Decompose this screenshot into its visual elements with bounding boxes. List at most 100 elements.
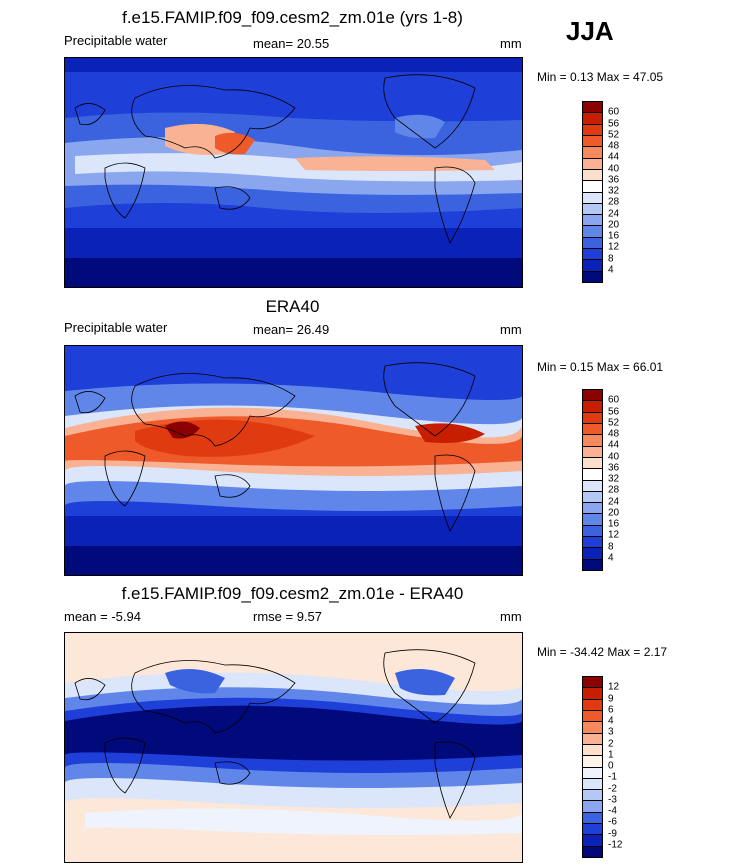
colorbar-tick-label: 52 [608, 417, 620, 429]
colorbar-tick-label: 56 [608, 406, 620, 417]
panel-2-map [64, 345, 523, 576]
panel-1-mean-label: mean= 20.55 [253, 36, 330, 51]
colorbar-tick-label: 6 [608, 704, 614, 716]
panel-2-field [65, 346, 522, 575]
colorbar-swatch [583, 124, 602, 136]
colorbar-tick-label: 36 [608, 462, 620, 474]
colorbar-swatch [583, 525, 602, 538]
colorbar-swatch [583, 733, 602, 745]
colorbar-swatch [583, 158, 602, 170]
colorbar-swatch [583, 514, 602, 526]
colorbar-tick-label: 56 [608, 118, 620, 129]
colorbar-swatch [583, 260, 602, 272]
colorbar-tick-label: 36 [608, 174, 620, 186]
panel-2-variable-label: Precipitable water [64, 320, 168, 335]
colorbar-swatch [583, 846, 602, 857]
colorbar-tick-label: 16 [608, 230, 620, 242]
colorbar-swatch [583, 237, 602, 250]
panel-3-title: f.e15.FAMIP.f09_f09.cesm2_zm.01e - ERA40 [121, 584, 464, 603]
colorbar-swatch [583, 677, 602, 689]
panel-2-units: mm [500, 322, 522, 337]
panel-3-colorbar [582, 676, 603, 858]
panel-1-minmax: Min = 0.13 Max = 47.05 [537, 70, 664, 84]
colorbar-swatch [583, 801, 602, 813]
colorbar-swatch [583, 744, 602, 757]
colorbar-swatch [583, 548, 602, 560]
panel-2-minmax: Min = 0.15 Max = 66.01 [537, 360, 664, 374]
panel-2-colorbar [582, 389, 603, 571]
panel-1-units: mm [500, 36, 522, 51]
colorbar-swatch [583, 503, 602, 515]
colorbar-swatch [583, 192, 602, 204]
colorbar-swatch [583, 491, 602, 504]
panel-3-units: mm [500, 609, 522, 624]
colorbar-tick-label: 52 [608, 129, 620, 141]
panel-3-map [64, 632, 523, 863]
panel-3-minmax: Min = -34.42 Max = 2.17 [537, 645, 668, 659]
colorbar-tick-label: 28 [608, 196, 620, 208]
colorbar-tick-label: -3 [608, 794, 617, 806]
colorbar-swatch [583, 113, 602, 125]
panel-1-field [65, 58, 522, 287]
colorbar-swatch [583, 271, 602, 282]
panel-1-map [64, 57, 523, 288]
colorbar-swatch [583, 147, 602, 159]
colorbar-tick-label: -6 [608, 816, 617, 828]
colorbar-swatch [583, 812, 602, 825]
colorbar-tick-label: 4 [608, 552, 614, 564]
colorbar-tick-label: 12 [608, 681, 620, 693]
panel-1-variable-label: Precipitable water [64, 33, 168, 48]
colorbar-swatch [583, 249, 602, 261]
colorbar-swatch [583, 102, 602, 114]
colorbar-tick-label: 0 [608, 760, 614, 772]
colorbar-tick-label: 20 [608, 507, 620, 519]
colorbar-swatch [583, 423, 602, 436]
colorbar-swatch [583, 401, 602, 413]
colorbar-swatch [583, 537, 602, 549]
colorbar-swatch [583, 699, 602, 711]
colorbar-tick-label: 16 [608, 518, 620, 530]
colorbar-swatch [583, 226, 602, 238]
colorbar-tick-label: 12 [608, 529, 620, 541]
panel-3-mean-label: mean = -5.94 [64, 609, 141, 624]
colorbar-tick-label: 4 [608, 715, 614, 727]
colorbar-swatch [583, 169, 602, 182]
colorbar-tick-label: 60 [608, 106, 620, 118]
colorbar-swatch [583, 778, 602, 791]
colorbar-tick-label: 44 [608, 439, 620, 451]
panel-1-colorbar [582, 101, 603, 283]
colorbar-swatch [583, 435, 602, 447]
colorbar-swatch [583, 559, 602, 570]
panel-2-mean-label: mean= 26.49 [253, 322, 330, 337]
colorbar-swatch [583, 824, 602, 836]
colorbar-tick-label: 3 [608, 726, 614, 738]
colorbar-swatch [583, 722, 602, 734]
colorbar-tick-label: 20 [608, 219, 620, 231]
colorbar-tick-label: 2 [608, 738, 614, 749]
season-label: JJA [566, 16, 614, 46]
colorbar-tick-label: 8 [608, 541, 614, 552]
colorbar-swatch [583, 203, 602, 216]
colorbar-tick-label: -4 [608, 805, 617, 817]
colorbar-swatch [583, 412, 602, 424]
colorbar-swatch [583, 469, 602, 481]
panel-3-rmse-label: rmse = 9.57 [253, 609, 323, 624]
panel-3-field [65, 633, 522, 862]
colorbar-swatch [583, 446, 602, 458]
colorbar-swatch [583, 835, 602, 847]
colorbar-swatch [583, 790, 602, 802]
colorbar-tick-label: 40 [608, 163, 620, 174]
colorbar-tick-label: -2 [608, 783, 617, 794]
panel-2-title: ERA40 [265, 297, 320, 316]
colorbar-tick-label: 8 [608, 253, 614, 264]
colorbar-tick-label: 28 [608, 484, 620, 496]
colorbar-swatch [583, 390, 602, 402]
colorbar-swatch [583, 767, 602, 779]
colorbar-tick-label: 4 [608, 264, 614, 276]
colorbar-tick-label: 24 [608, 496, 620, 507]
colorbar-swatch [583, 756, 602, 768]
panel-1-title: f.e15.FAMIP.f09_f09.cesm2_zm.01e (yrs 1-… [122, 8, 463, 27]
colorbar-swatch [583, 181, 602, 193]
colorbar-tick-label: -9 [608, 828, 617, 839]
colorbar-tick-label: 60 [608, 394, 620, 406]
